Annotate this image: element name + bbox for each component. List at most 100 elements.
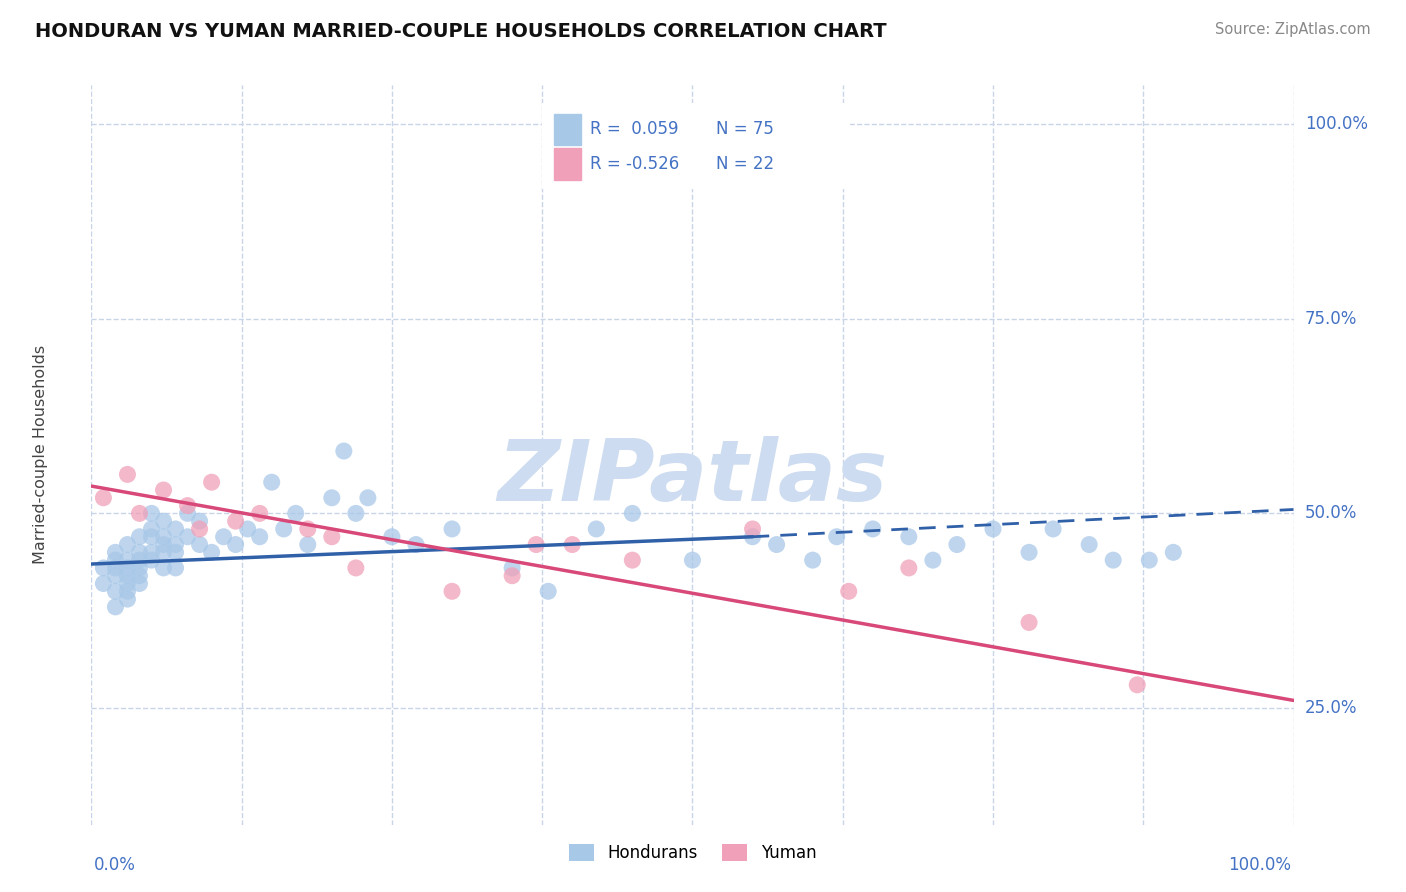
Point xyxy=(344,561,367,575)
Text: 25.0%: 25.0% xyxy=(1305,699,1357,717)
Text: 0.0%: 0.0% xyxy=(94,855,136,873)
Point xyxy=(200,475,222,490)
Point xyxy=(321,491,343,505)
Point xyxy=(838,584,860,599)
Point xyxy=(93,576,115,591)
Point xyxy=(621,507,644,521)
Point xyxy=(333,444,356,458)
Point xyxy=(152,545,174,559)
Point xyxy=(765,537,787,551)
Point xyxy=(165,561,187,575)
Bar xyxy=(543,103,849,188)
Point xyxy=(922,553,945,567)
Point xyxy=(524,537,547,551)
Point xyxy=(200,545,222,559)
Point xyxy=(104,599,127,614)
Point xyxy=(981,522,1004,536)
Point xyxy=(104,553,127,567)
Point xyxy=(152,514,174,528)
Point xyxy=(321,530,343,544)
Point xyxy=(1137,553,1160,567)
Point xyxy=(93,561,115,575)
Point xyxy=(141,530,163,544)
Point xyxy=(561,537,583,551)
Text: 75.0%: 75.0% xyxy=(1305,310,1357,327)
Point xyxy=(681,553,703,567)
Point xyxy=(128,576,150,591)
Point xyxy=(165,545,187,559)
Point xyxy=(801,553,824,567)
Point xyxy=(117,553,139,567)
Point xyxy=(128,545,150,559)
Text: R =  0.059: R = 0.059 xyxy=(591,120,679,138)
Text: R = -0.526: R = -0.526 xyxy=(591,155,679,173)
Point xyxy=(141,507,163,521)
Point xyxy=(152,483,174,497)
Point xyxy=(104,584,127,599)
Point xyxy=(236,522,259,536)
Point xyxy=(741,530,763,544)
Point xyxy=(188,514,211,528)
Text: 50.0%: 50.0% xyxy=(1305,504,1357,523)
Point xyxy=(440,584,463,599)
Point xyxy=(897,530,920,544)
Point xyxy=(128,553,150,567)
Point xyxy=(344,507,367,521)
Point xyxy=(440,522,463,536)
Point xyxy=(1042,522,1064,536)
Point xyxy=(862,522,884,536)
Point xyxy=(128,530,150,544)
Bar xyxy=(554,113,581,145)
Text: Married-couple Households: Married-couple Households xyxy=(34,345,48,565)
Point xyxy=(128,507,150,521)
Point xyxy=(284,507,307,521)
Point xyxy=(117,584,139,599)
Point xyxy=(249,530,271,544)
Point xyxy=(141,545,163,559)
Point xyxy=(128,561,150,575)
Bar xyxy=(554,148,581,179)
Point xyxy=(537,584,560,599)
Point xyxy=(117,592,139,607)
Point xyxy=(585,522,607,536)
Point xyxy=(225,514,247,528)
Point xyxy=(128,568,150,582)
Point xyxy=(501,561,523,575)
Point xyxy=(741,522,763,536)
Text: ZIPatlas: ZIPatlas xyxy=(498,435,887,518)
Point xyxy=(165,522,187,536)
Point xyxy=(117,568,139,582)
Text: N = 75: N = 75 xyxy=(717,120,775,138)
Point xyxy=(152,561,174,575)
Point xyxy=(225,537,247,551)
Point xyxy=(188,522,211,536)
Point xyxy=(1018,545,1040,559)
Point xyxy=(176,499,198,513)
Point xyxy=(117,537,139,551)
Point xyxy=(249,507,271,521)
Point xyxy=(152,537,174,551)
Text: Source: ZipAtlas.com: Source: ZipAtlas.com xyxy=(1215,22,1371,37)
Text: 100.0%: 100.0% xyxy=(1305,115,1368,133)
Point xyxy=(93,491,115,505)
Point xyxy=(117,576,139,591)
Point xyxy=(297,522,319,536)
Text: HONDURAN VS YUMAN MARRIED-COUPLE HOUSEHOLDS CORRELATION CHART: HONDURAN VS YUMAN MARRIED-COUPLE HOUSEHO… xyxy=(35,22,887,41)
Point xyxy=(104,545,127,559)
Point xyxy=(104,568,127,582)
Point xyxy=(381,530,404,544)
Point xyxy=(897,561,920,575)
Point xyxy=(141,553,163,567)
Point xyxy=(297,537,319,551)
Point xyxy=(260,475,283,490)
Point xyxy=(1102,553,1125,567)
Point xyxy=(141,522,163,536)
Point xyxy=(188,537,211,551)
Point xyxy=(165,537,187,551)
Point xyxy=(1078,537,1101,551)
Point xyxy=(357,491,380,505)
Point xyxy=(176,530,198,544)
Point xyxy=(621,553,644,567)
Point xyxy=(825,530,848,544)
Point xyxy=(946,537,969,551)
